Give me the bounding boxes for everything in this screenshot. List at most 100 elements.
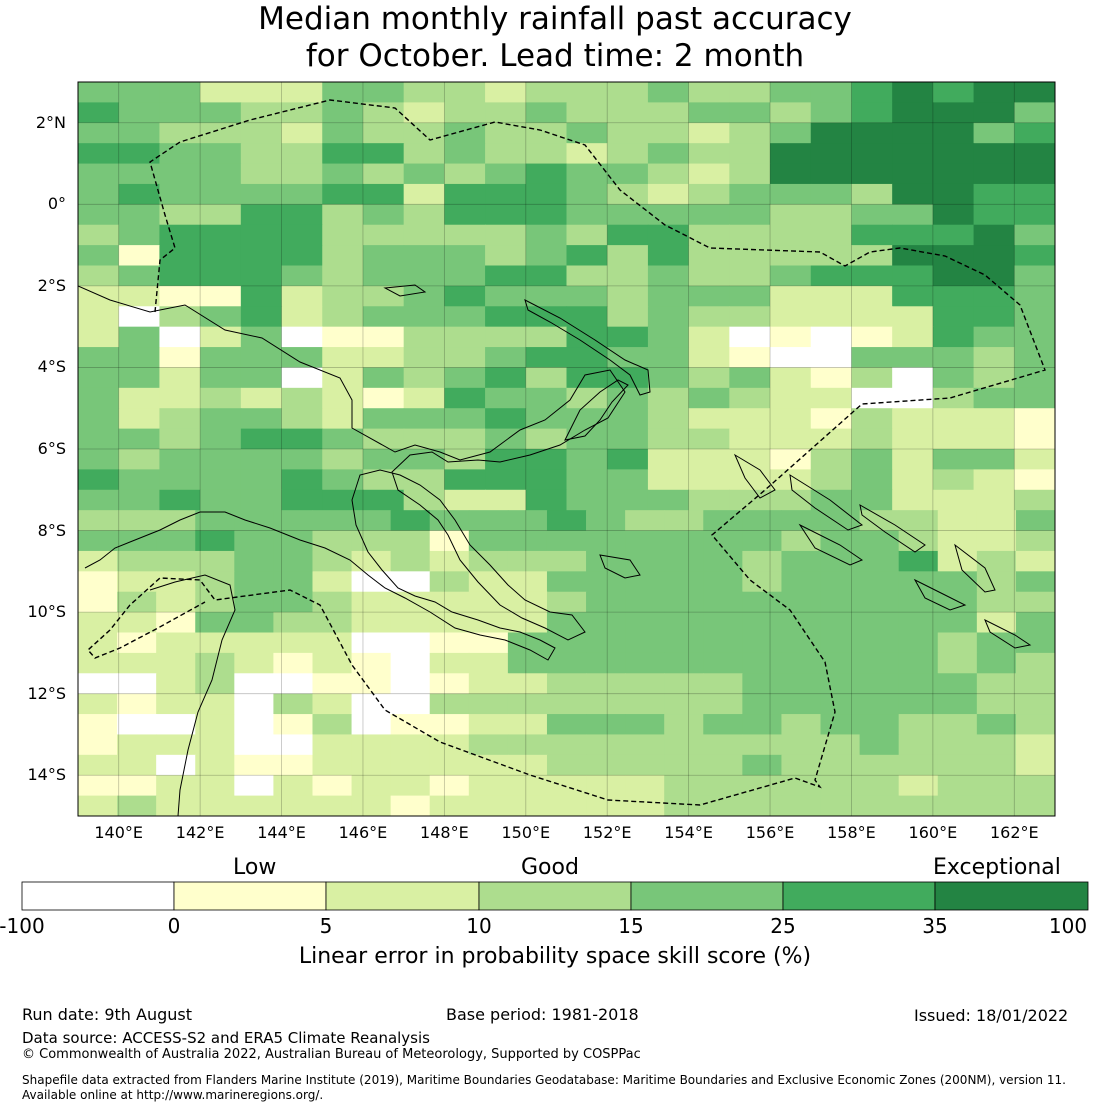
skill-cell: [973, 82, 1015, 103]
skill-cell: [200, 204, 242, 226]
skill-cell: [403, 163, 445, 185]
skill-cell: [507, 754, 548, 776]
skill-cell: [507, 591, 548, 613]
skill-cell: [586, 632, 626, 654]
colorbar: [21, 881, 1089, 911]
skill-cell: [892, 489, 934, 511]
skill-cell: [1014, 82, 1055, 103]
skill-cell: [976, 734, 1017, 756]
skill-cell: [607, 265, 649, 287]
skill-cell: [200, 326, 242, 348]
skill-cell: [607, 143, 649, 165]
skill-cell: [607, 367, 649, 389]
skill-cell: [820, 632, 861, 654]
skill-cell: [362, 449, 405, 470]
skill-cell: [1015, 673, 1055, 695]
skill-cell: [281, 143, 323, 165]
skill-cell: [240, 143, 283, 165]
skill-cell: [468, 734, 509, 756]
skill-cell: [429, 530, 470, 552]
skill-cell: [156, 632, 196, 654]
skill-cell: [937, 673, 978, 695]
skill-cell: [664, 591, 704, 613]
skill-cell: [898, 754, 939, 776]
colorbar-tick: 100: [1048, 914, 1088, 938]
skill-cell: [444, 449, 486, 470]
skill-cell: [281, 449, 323, 470]
skill-cell: [525, 204, 568, 226]
skill-cell: [234, 612, 274, 634]
latitude-tick-label: 2°S: [37, 275, 66, 295]
skill-cell: [742, 775, 783, 797]
skill-cell: [390, 530, 431, 552]
skill-cell: [810, 163, 853, 185]
skill-cell: [281, 306, 323, 328]
skill-cell: [647, 469, 690, 491]
shapefile-credit-2: Available online at http://www.marinereg…: [22, 1088, 324, 1102]
skill-cell: [525, 347, 568, 369]
skill-cell: [647, 285, 690, 307]
skill-cell: [200, 408, 242, 430]
skill-cell: [312, 591, 353, 613]
skill-cell: [625, 571, 665, 593]
map-title-line-1: Median monthly rainfall past accuracy: [258, 1, 852, 37]
skill-cell: [362, 265, 405, 287]
latitude-tick-label: 10°S: [27, 602, 66, 622]
skill-cell: [851, 183, 893, 205]
skill-cell: [932, 183, 975, 205]
skill-cell: [234, 754, 274, 776]
skill-cell: [200, 245, 242, 267]
skill-cell: [468, 591, 509, 613]
eez-boundary-png: [87, 99, 1046, 806]
skill-cell: [810, 449, 853, 470]
skill-cell: [688, 102, 730, 124]
coastline-new-ireland: [524, 299, 651, 396]
skill-cell: [322, 82, 364, 103]
skill-cell: [859, 734, 900, 756]
skill-cell: [159, 245, 201, 267]
skill-cell: [859, 754, 900, 776]
skill-cell: [647, 265, 690, 287]
skill-cell: [312, 530, 353, 552]
skill-cell: [566, 449, 608, 470]
skill-cell: [485, 489, 527, 511]
skill-cell: [546, 530, 587, 552]
skill-cell: [525, 143, 568, 165]
skill-cell: [742, 754, 783, 776]
skill-cell: [240, 428, 283, 450]
skill-cell: [851, 449, 893, 470]
skill-cell: [78, 795, 118, 816]
skill-cell: [625, 754, 665, 776]
skill-cell: [322, 265, 364, 287]
skill-cell: [156, 734, 196, 756]
skill-cell: [973, 428, 1015, 450]
skill-cell: [976, 550, 1017, 572]
skill-cell: [647, 183, 690, 205]
skill-cell: [976, 632, 1017, 654]
skill-cell: [932, 306, 975, 328]
skill-cell: [159, 183, 201, 205]
skill-cell: [240, 367, 283, 389]
skill-cell: [664, 714, 704, 736]
data-source: Data source: ACCESS-S2 and ERA5 Climate …: [22, 1029, 430, 1047]
skill-cell: [429, 693, 470, 715]
skill-cell: [273, 591, 314, 613]
colorbar-label: Linear error in probability space skill …: [298, 944, 812, 969]
skill-cell: [625, 510, 665, 532]
skill-cell: [444, 163, 486, 185]
skill-cell: [117, 795, 157, 816]
skill-cell: [1015, 591, 1055, 613]
skill-cell: [485, 428, 527, 450]
skill-cell: [781, 652, 822, 674]
skill-cell: [546, 734, 587, 756]
skill-cell: [444, 143, 486, 165]
skill-cell: [78, 163, 120, 185]
skill-cell: [546, 673, 587, 695]
skill-cell: [159, 408, 201, 430]
skill-cell: [507, 632, 548, 654]
skill-cell: [156, 673, 196, 695]
skill-cell: [200, 428, 242, 450]
skill-cell: [429, 591, 470, 613]
skill-cell: [429, 632, 470, 654]
skill-cell: [390, 693, 431, 715]
